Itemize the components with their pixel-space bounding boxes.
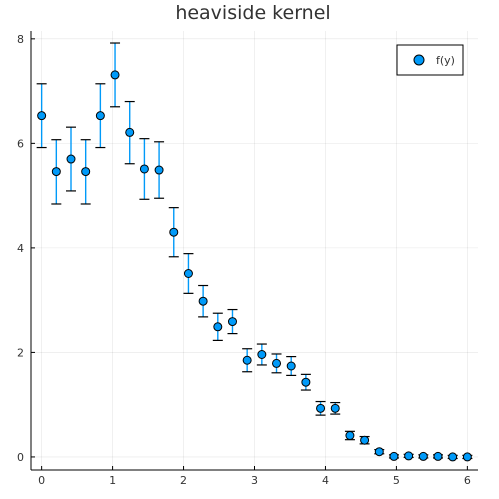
legend-label: f(y) [436, 54, 455, 67]
y-tick-label: 6 [17, 137, 24, 150]
data-point [330, 403, 340, 413]
legend-marker [413, 54, 425, 66]
data-point [227, 317, 237, 327]
data-point [154, 165, 164, 175]
y-tick-label: 2 [17, 346, 24, 359]
data-point [374, 447, 384, 457]
data-point [242, 355, 252, 365]
data-point [110, 70, 120, 80]
x-tick-label: 0 [38, 474, 45, 487]
grid [31, 31, 478, 470]
data-point [51, 167, 61, 177]
data-point [301, 377, 311, 387]
x-tick-label: 3 [251, 474, 258, 487]
data-point [95, 111, 105, 121]
y-tick-label: 8 [17, 33, 24, 46]
x-tick-label: 1 [109, 474, 116, 487]
legend: f(y) [396, 44, 464, 76]
data-point [198, 296, 208, 306]
data-point [169, 227, 179, 237]
data-point [183, 268, 193, 278]
data-points [37, 70, 472, 462]
legend-box [396, 44, 464, 76]
data-point [404, 451, 414, 461]
data-point [448, 452, 458, 462]
data-point [418, 451, 428, 461]
chart-title: heaviside kernel [175, 2, 330, 24]
data-point [272, 358, 282, 368]
x-tick-label: 2 [180, 474, 187, 487]
x-tick-label: 6 [464, 474, 471, 487]
data-point [316, 403, 326, 413]
data-point [125, 127, 135, 137]
data-point [66, 154, 76, 164]
data-point [257, 350, 267, 360]
data-point [433, 451, 443, 461]
data-point [389, 451, 399, 461]
x-tick-label: 4 [322, 474, 329, 487]
data-point [345, 431, 355, 441]
data-point [81, 167, 91, 177]
data-point [360, 435, 370, 445]
y-axis-ticks: 0 2 4 6 8 [17, 33, 35, 464]
y-tick-label: 4 [17, 242, 24, 255]
x-axis-ticks: 0 1 2 3 4 5 6 [38, 466, 471, 487]
data-point [139, 164, 149, 174]
y-tick-label: 0 [17, 451, 24, 464]
data-point [37, 111, 47, 121]
x-tick-label: 5 [393, 474, 400, 487]
data-point [462, 452, 472, 462]
data-point [286, 361, 296, 371]
data-point [213, 322, 223, 332]
